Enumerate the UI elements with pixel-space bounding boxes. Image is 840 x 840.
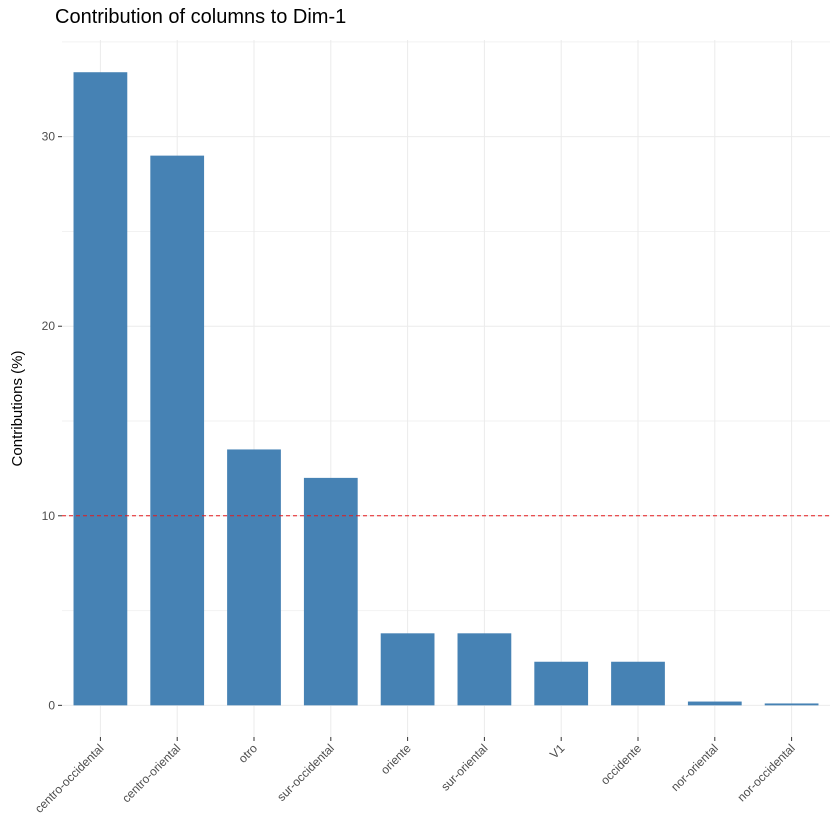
x-tick-label: oriente (378, 741, 414, 777)
x-tick-label: occidente (598, 741, 644, 787)
bar-V1 (534, 661, 589, 706)
y-tick-label: 0 (48, 698, 55, 712)
x-tick-label: centro-occidental (32, 741, 107, 816)
bar-sur-occidental (303, 477, 358, 706)
chart-title: Contribution of columns to Dim-1 (55, 6, 347, 28)
x-tick-label: nor-occidental (735, 741, 798, 804)
bar-otro (227, 449, 281, 706)
bars (73, 72, 819, 706)
y-tick-label: 10 (42, 509, 56, 523)
x-tick-label: sur-occidental (274, 741, 337, 804)
x-tick-label: nor-oriental (668, 741, 721, 794)
axes: 0 10 20 30 centro-occidental centro-oriental o… (32, 130, 798, 816)
y-tick-label: 30 (42, 130, 56, 144)
bar-occidente (611, 661, 665, 706)
bar-oriente (380, 633, 435, 706)
x-tick-label: sur-oriental (438, 741, 490, 793)
x-tick-label: centro-oriental (119, 741, 183, 805)
y-axis-title: Contributions (%) (9, 351, 26, 467)
bar-nor-occidental (764, 703, 819, 706)
bar-nor-oriental (687, 701, 742, 706)
bar-sur-oriental (457, 633, 512, 706)
x-tick-label: V1 (547, 741, 568, 762)
y-tick-label: 20 (42, 319, 56, 333)
x-tick-label: otro (236, 741, 261, 766)
bar-centro-occidental (73, 72, 128, 706)
bar-centro-oriental (150, 155, 205, 706)
